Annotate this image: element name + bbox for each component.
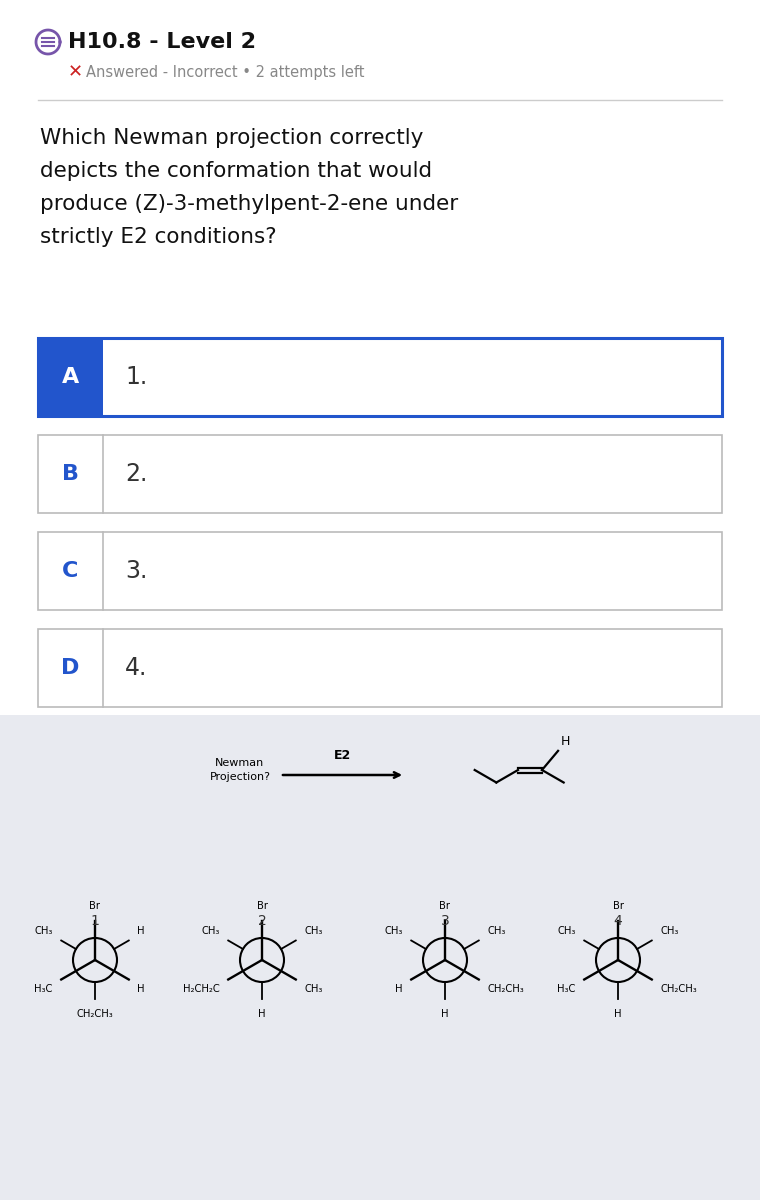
- Text: 2.: 2.: [125, 462, 147, 486]
- Text: H: H: [395, 984, 403, 995]
- Text: ✕: ✕: [68, 62, 83, 80]
- Bar: [38, 338, 722, 416]
- Bar: [0, 715, 760, 1200]
- Text: CH₃: CH₃: [34, 925, 52, 936]
- Text: H: H: [258, 1009, 266, 1019]
- Bar: [38, 338, 103, 416]
- Text: H: H: [138, 925, 145, 936]
- Text: produce (Z)-3-methylpent-2-ene under: produce (Z)-3-methylpent-2-ene under: [40, 194, 458, 214]
- Text: CH₂CH₃: CH₂CH₃: [660, 984, 697, 995]
- Text: 4.: 4.: [125, 656, 147, 680]
- Text: Br: Br: [613, 901, 623, 911]
- Bar: [38, 532, 722, 610]
- Text: A: A: [62, 367, 79, 386]
- Text: Newman
Projection?: Newman Projection?: [210, 758, 271, 781]
- Text: H: H: [138, 984, 145, 995]
- Text: 1: 1: [90, 914, 100, 928]
- Text: CH₂CH₃: CH₂CH₃: [487, 984, 524, 995]
- Text: CH₂CH₃: CH₂CH₃: [77, 1009, 113, 1019]
- Text: strictly E2 conditions?: strictly E2 conditions?: [40, 227, 277, 247]
- Text: depicts the conformation that would: depicts the conformation that would: [40, 161, 432, 181]
- Text: 4: 4: [613, 914, 622, 928]
- Text: CH₃: CH₃: [305, 984, 323, 995]
- Text: B: B: [62, 464, 79, 484]
- Text: CH₃: CH₃: [557, 925, 575, 936]
- Text: 3.: 3.: [125, 559, 147, 583]
- Text: Answered - Incorrect • 2 attempts left: Answered - Incorrect • 2 attempts left: [86, 65, 365, 79]
- Text: D: D: [62, 658, 80, 678]
- Text: CH₃: CH₃: [660, 925, 679, 936]
- Text: Br: Br: [439, 901, 451, 911]
- Text: CH₃: CH₃: [305, 925, 323, 936]
- Text: 3: 3: [441, 914, 449, 928]
- Text: H: H: [442, 1009, 448, 1019]
- Text: 1.: 1.: [125, 365, 147, 389]
- Text: H₃C: H₃C: [34, 984, 52, 995]
- Text: Which Newman projection correctly: Which Newman projection correctly: [40, 128, 423, 148]
- Text: C: C: [62, 560, 79, 581]
- Text: CH₃: CH₃: [201, 925, 220, 936]
- Text: 2: 2: [258, 914, 266, 928]
- Text: H₂CH₂C: H₂CH₂C: [183, 984, 220, 995]
- Text: H: H: [614, 1009, 622, 1019]
- Text: E2: E2: [334, 749, 351, 762]
- Bar: [38, 434, 722, 514]
- Text: Br: Br: [256, 901, 268, 911]
- Text: H: H: [561, 734, 571, 748]
- Text: CH₃: CH₃: [487, 925, 506, 936]
- Bar: [38, 629, 722, 707]
- Text: H₃C: H₃C: [557, 984, 575, 995]
- Text: H10.8 - Level 2: H10.8 - Level 2: [68, 32, 256, 52]
- Text: CH₃: CH₃: [385, 925, 403, 936]
- Text: Br: Br: [90, 901, 100, 911]
